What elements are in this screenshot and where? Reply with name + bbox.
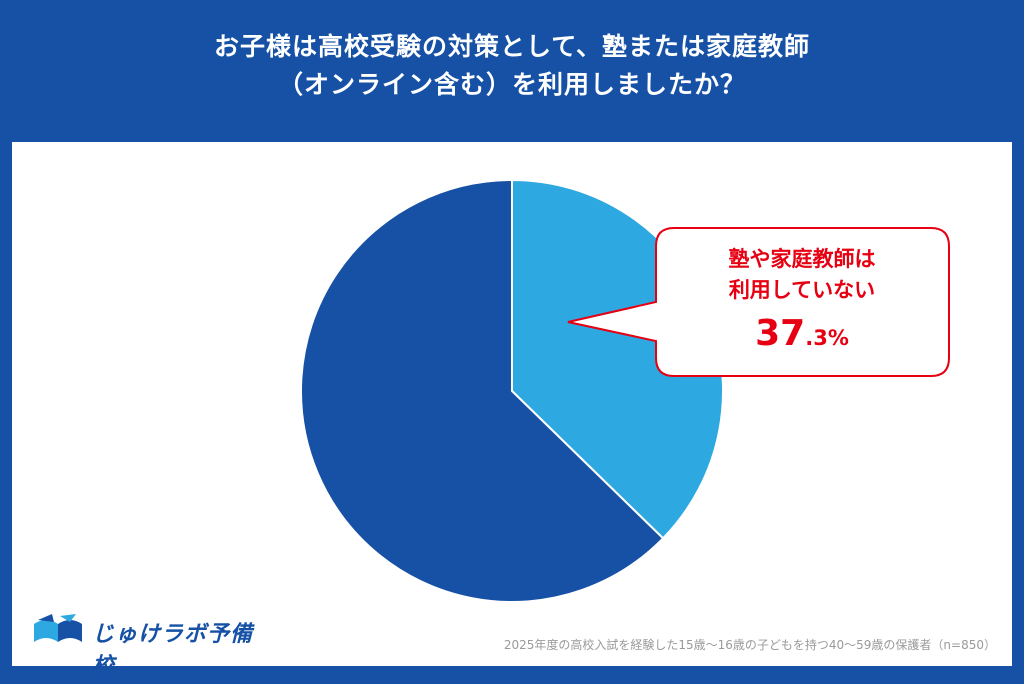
logo-text: じゅけラボ予備校 (92, 622, 254, 679)
callout-box (567, 227, 950, 377)
chart-title: お子様は高校受験の対策として、塾または家庭教師 （オンライン含む）を利用しました… (0, 28, 1024, 104)
callout-value: 37.3% (656, 312, 948, 360)
callout-value-suffix: .3% (805, 326, 849, 350)
callout-label: 塾や家庭教師は 利用していない 37.3% (656, 244, 948, 360)
brand-logo: じゅけラボ予備校 (30, 612, 270, 679)
book-icon (34, 614, 82, 642)
title-line-1: お子様は高校受験の対策として、塾または家庭教師 (213, 32, 810, 61)
callout-line-2: 利用していない (728, 278, 876, 302)
pie-slice-1 (300, 178, 665, 603)
callout-line-1: 塾や家庭教師は (728, 247, 876, 271)
title-line-2: （オンライン含む）を利用しましたか？ (277, 70, 746, 99)
footnote: 2025年度の高校入試を経験した15歳～16歳の子どもを持つ40～59歳の保護者… (503, 638, 996, 652)
callout-value-main: 37 (755, 313, 806, 354)
